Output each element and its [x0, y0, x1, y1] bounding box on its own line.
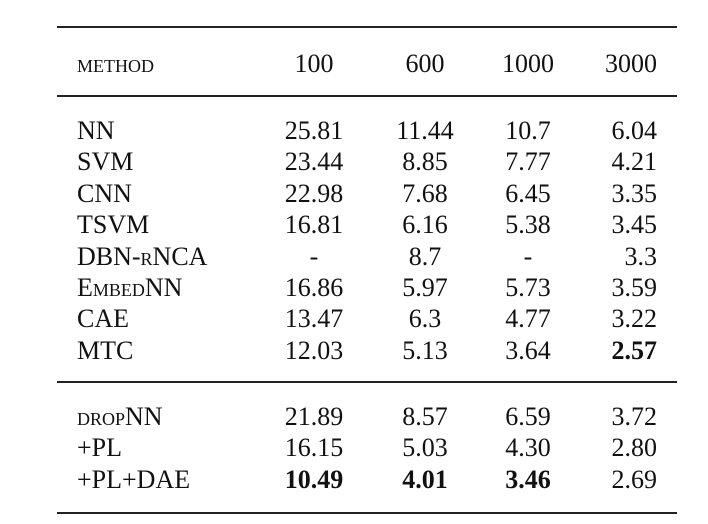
method-cell: MTC	[77, 335, 134, 365]
value-cell: 2.69	[611, 464, 658, 494]
method-cell: dropNN	[77, 402, 163, 431]
value-cell: -	[309, 241, 319, 271]
value-cell: 4.30	[505, 433, 551, 463]
value-cell: 21.89	[284, 402, 344, 431]
value-cell: 16.81	[284, 210, 344, 240]
value-cell: 3.46	[505, 464, 551, 494]
value-cell: 10.49	[284, 464, 344, 494]
value-cell: 6.04	[611, 116, 658, 145]
value-cell: 2.80	[611, 433, 658, 463]
header-cell: 100	[294, 49, 334, 78]
method-cell: +PL+DAE	[77, 464, 191, 494]
header-cell: 3000	[605, 49, 657, 78]
value-cell: 8.57	[402, 402, 448, 431]
method-cell: TSVM	[77, 210, 150, 240]
header-cell: method	[77, 49, 154, 78]
value-cell: 4.77	[505, 304, 551, 334]
section-rule	[57, 381, 677, 383]
value-cell: 6.16	[402, 210, 448, 240]
value-cell: 16.15	[284, 433, 344, 463]
value-cell: 5.38	[505, 210, 551, 240]
value-cell: 8.85	[402, 147, 448, 177]
value-cell: 3.64	[505, 335, 551, 365]
value-cell: 3.3	[624, 241, 658, 271]
value-cell: 25.81	[284, 116, 344, 145]
value-cell: 5.13	[402, 335, 448, 365]
value-cell: 10.7	[505, 116, 551, 145]
value-cell: 6.45	[505, 178, 551, 208]
value-cell: 3.72	[611, 402, 658, 431]
value-cell: 7.68	[402, 178, 448, 208]
value-cell: 7.77	[505, 147, 551, 177]
header-rule	[57, 95, 677, 97]
value-cell: 3.45	[611, 210, 658, 240]
value-cell: 4.21	[611, 147, 658, 177]
method-cell: NN	[77, 116, 115, 145]
value-cell: 6.3	[408, 304, 442, 334]
method-cell: CNN	[77, 178, 132, 208]
method-cell: SVM	[77, 147, 134, 177]
value-cell: 5.73	[505, 273, 551, 302]
header-cell: 600	[405, 49, 445, 78]
bottom-rule	[57, 512, 677, 514]
value-cell: 6.59	[505, 402, 551, 431]
value-cell: 12.03	[284, 335, 344, 365]
value-cell: 13.47	[284, 304, 344, 334]
method-cell: CAE	[77, 304, 129, 334]
value-cell: 16.86	[284, 273, 344, 302]
value-cell: 3.59	[611, 273, 658, 302]
value-cell: 2.57	[611, 335, 658, 365]
top-rule	[57, 26, 677, 28]
value-cell: 22.98	[284, 178, 344, 208]
value-cell: -	[523, 241, 533, 271]
value-cell: 11.44	[396, 116, 454, 145]
header-cell: 1000	[502, 49, 554, 78]
value-cell: 5.97	[402, 273, 448, 302]
value-cell: 23.44	[284, 147, 344, 177]
value-cell: 3.35	[611, 178, 658, 208]
value-cell: 4.01	[402, 464, 448, 494]
value-cell: 5.03	[402, 433, 448, 463]
method-cell: +PL	[77, 433, 123, 463]
value-cell: 8.7	[408, 241, 442, 271]
method-cell: DBN-rNCA	[77, 241, 208, 271]
value-cell: 3.22	[611, 304, 658, 334]
method-cell: EmbedNN	[77, 273, 183, 302]
